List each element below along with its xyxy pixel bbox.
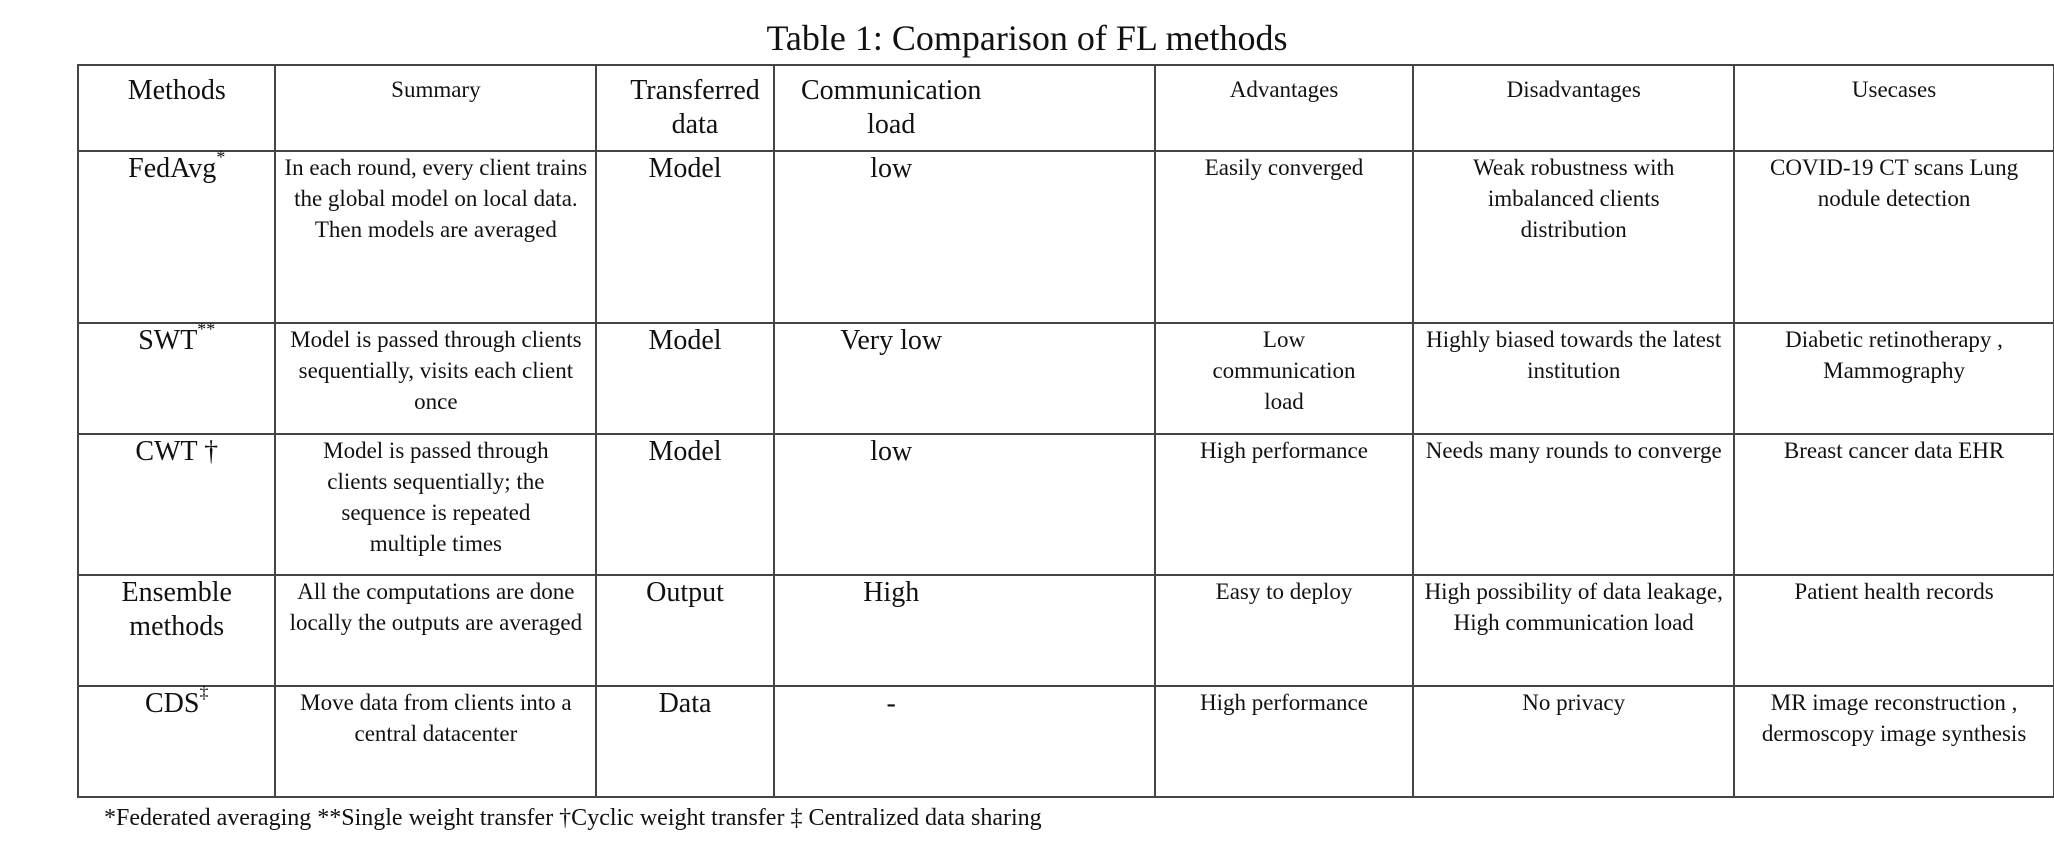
advantages-cell: High performance — [1153, 685, 1415, 798]
method-cell: Ensemble methods — [76, 574, 277, 687]
header-methods: Methods — [76, 64, 277, 152]
header-communication-load: Communication load — [772, 64, 1156, 152]
method-name: FedAvg — [128, 153, 217, 184]
disadvantages-cell: Needs many rounds to converge — [1412, 433, 1736, 576]
disadvantages-cell: No privacy — [1412, 685, 1736, 798]
method-cell: SWT** — [76, 320, 277, 435]
table-caption: Table 1: Comparison of FL methods — [766, 18, 1288, 58]
load-cell: High — [772, 574, 1156, 687]
header-disadvantages: Disadvantages — [1412, 64, 1736, 152]
advantages-cell: Easily converged — [1153, 150, 1415, 324]
transferred-cell: Model — [595, 433, 775, 576]
usecases-cell: COVID-19 CT scans Lung nodule detection — [1733, 150, 2054, 324]
header-usecases: Usecases — [1733, 64, 2054, 152]
header-advantages: Advantages — [1153, 64, 1415, 152]
usecases-cell: Patient health records — [1733, 574, 2054, 687]
method-name: Ensemble methods — [121, 577, 232, 642]
method-cell: CDS‡ — [76, 683, 277, 798]
advantages-cell: High performance — [1153, 433, 1415, 576]
method-footnote-mark: ‡ — [199, 682, 209, 702]
table-row: Ensemble methods All the computations ar… — [76, 574, 2054, 687]
table-footnote: *Federated averaging **Single weight tra… — [104, 805, 1042, 831]
advantages-cell: Easy to deploy — [1153, 574, 1415, 687]
table-row: CWT † Model is passed through clients se… — [76, 433, 2054, 576]
load-cell: Very low — [772, 322, 1156, 435]
load-cell: low — [772, 433, 1156, 576]
transferred-cell: Model — [595, 322, 775, 435]
usecases-cell: Diabetic retinotherapy , Mammography — [1733, 322, 2054, 435]
header-summary: Summary — [274, 64, 598, 152]
method-footnote-mark: ** — [197, 319, 216, 339]
summary-cell: All the computations are done locally th… — [274, 574, 598, 687]
header-row: Methods Summary Transferred data Communi… — [76, 64, 2054, 152]
table-row: FedAvg* In each round, every client trai… — [76, 148, 2054, 324]
disadvantages-cell: Weak robustness with imbalanced clients … — [1412, 150, 1736, 324]
usecases-cell: MR image reconstruction , dermoscopy ima… — [1733, 685, 2054, 798]
transferred-cell: Data — [595, 685, 775, 798]
summary-cell: In each round, every client trains the g… — [274, 150, 598, 324]
method-name: CWT — [135, 436, 198, 467]
load-cell: - — [772, 685, 1156, 798]
method-name: CDS — [145, 688, 200, 719]
summary-cell: Model is passed through clients sequenti… — [274, 322, 598, 435]
usecases-cell: Breast cancer data EHR — [1733, 433, 2054, 576]
summary-cell: Model is passed through clients sequenti… — [274, 433, 598, 576]
header-transferred-data: Transferred data — [595, 64, 775, 152]
method-cell: CWT † — [76, 433, 277, 576]
method-footnote-mark: † — [204, 436, 219, 467]
advantages-cell: Low communication load — [1153, 322, 1415, 435]
summary-cell: Move data from clients into a central da… — [274, 685, 598, 798]
transferred-cell: Model — [595, 150, 775, 324]
disadvantages-cell: Highly biased towards the latest institu… — [1412, 322, 1736, 435]
load-cell: low — [772, 150, 1156, 324]
table-row: CDS‡ Move data from clients into a centr… — [76, 683, 2054, 798]
method-footnote-mark: * — [216, 147, 226, 167]
method-cell: FedAvg* — [76, 148, 277, 324]
method-name: SWT — [138, 325, 198, 356]
transferred-cell: Output — [595, 574, 775, 687]
comparison-table: Methods Summary Transferred data Communi… — [76, 64, 2054, 798]
disadvantages-cell: High possibility of data leakage, High c… — [1412, 574, 1736, 687]
table-row: SWT** Model is passed through clients se… — [76, 320, 2054, 435]
